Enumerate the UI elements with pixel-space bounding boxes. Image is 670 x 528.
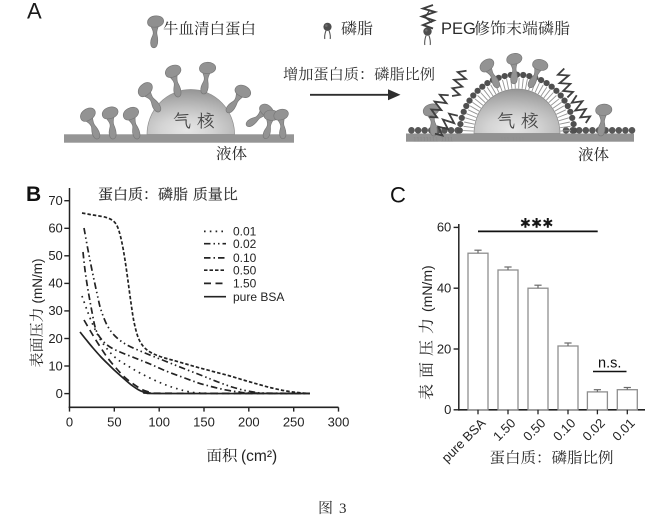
svg-text:50: 50 xyxy=(48,248,62,263)
svg-text:0.02: 0.02 xyxy=(233,237,257,251)
svg-text:11111111 1111: 11111111 1111 xyxy=(413,137,454,144)
svg-text:40: 40 xyxy=(437,281,451,296)
svg-text:60: 60 xyxy=(48,221,62,236)
svg-text:1.50: 1.50 xyxy=(233,277,257,291)
svg-text:(cm²): (cm²) xyxy=(241,448,277,465)
svg-text:B: B xyxy=(26,183,41,206)
svg-text:250: 250 xyxy=(283,415,305,430)
svg-text:(mN/m): (mN/m) xyxy=(30,259,45,304)
svg-text:0.50: 0.50 xyxy=(233,263,257,277)
svg-text:(mN/m): (mN/m) xyxy=(419,265,435,312)
svg-text:20: 20 xyxy=(437,341,451,356)
svg-text:1.50: 1.50 xyxy=(490,415,519,444)
svg-text:50: 50 xyxy=(107,415,121,430)
svg-text:10: 10 xyxy=(48,358,62,373)
svg-text:pure BSA: pure BSA xyxy=(233,290,284,304)
svg-text:20: 20 xyxy=(48,331,62,346)
svg-text:3: 3 xyxy=(339,501,347,517)
svg-text:pure BSA: pure BSA xyxy=(439,415,489,465)
svg-text:111 1111: 111 1111 xyxy=(500,137,525,144)
svg-text:0: 0 xyxy=(66,415,73,430)
svg-text:0.01: 0.01 xyxy=(233,225,257,239)
svg-text:n.s.: n.s. xyxy=(598,356,621,372)
svg-text:C: C xyxy=(390,183,406,208)
svg-text:70: 70 xyxy=(48,193,62,208)
svg-text:40: 40 xyxy=(48,276,62,291)
svg-text:A: A xyxy=(27,0,42,24)
svg-text:200: 200 xyxy=(238,415,260,430)
svg-text:30: 30 xyxy=(48,303,62,318)
svg-text:0.50: 0.50 xyxy=(520,415,549,444)
svg-text:0.02: 0.02 xyxy=(579,415,608,444)
svg-text:300: 300 xyxy=(328,415,350,430)
svg-text:100: 100 xyxy=(148,415,170,430)
svg-text:60: 60 xyxy=(437,220,451,235)
svg-text:PEG: PEG xyxy=(441,20,476,38)
svg-text:0.10: 0.10 xyxy=(550,415,579,444)
svg-text:0: 0 xyxy=(56,386,63,401)
svg-text:0: 0 xyxy=(444,402,451,417)
svg-text:150: 150 xyxy=(193,415,215,430)
svg-text:0.01: 0.01 xyxy=(609,415,638,444)
svg-text:0.10: 0.10 xyxy=(233,251,257,265)
